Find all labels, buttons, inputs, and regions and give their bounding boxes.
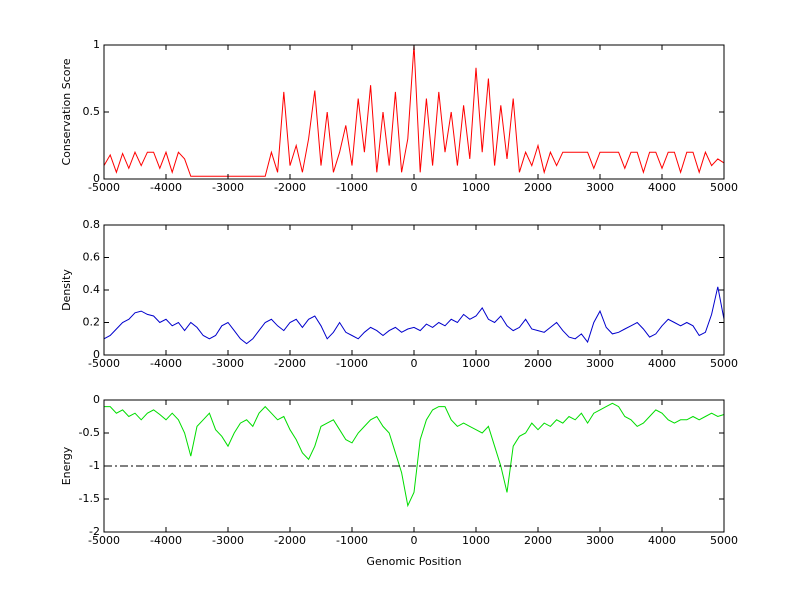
x-tick-label: 4000: [648, 534, 676, 547]
x-tick-label: 5000: [710, 534, 738, 547]
x-tick-label: 1000: [462, 357, 490, 370]
y-tick-label: 0.4: [83, 283, 101, 296]
x-tick-label: 4000: [648, 181, 676, 194]
x-tick-label: -4000: [150, 181, 182, 194]
x-tick-label: -5000: [88, 534, 120, 547]
plot-area: [104, 45, 724, 179]
x-tick-label: -3000: [212, 534, 244, 547]
y-tick-label: -1: [89, 459, 100, 472]
x-tick-label: 2000: [524, 357, 552, 370]
y-tick-label: -1.5: [79, 492, 100, 505]
x-tick-label: 0: [411, 181, 418, 194]
y-tick-label: 0.2: [83, 316, 101, 329]
plot-area: [104, 225, 724, 355]
x-tick-label: 1000: [462, 181, 490, 194]
y-tick-label: 1: [93, 38, 100, 51]
x-tick-label: -3000: [212, 181, 244, 194]
x-tick-label: -4000: [150, 357, 182, 370]
x-tick-label: -2000: [274, 357, 306, 370]
y-axis-label: Conservation Score: [60, 58, 73, 165]
data-line: [104, 402, 725, 508]
x-tick-label: 5000: [710, 181, 738, 194]
x-tick-label: 0: [411, 534, 418, 547]
y-tick-label: 0.6: [83, 251, 101, 264]
x-tick-label: 3000: [586, 357, 614, 370]
y-tick-label: 0: [93, 348, 100, 361]
x-tick-label: 3000: [586, 181, 614, 194]
y-tick-label: -2: [89, 525, 100, 538]
x-tick-label: -1000: [336, 534, 368, 547]
y-axis-label: Density: [60, 269, 73, 311]
x-axis-label: Genomic Position: [366, 555, 461, 568]
x-tick-label: 0: [411, 357, 418, 370]
x-tick-label: -3000: [212, 357, 244, 370]
x-tick-label: -2000: [274, 534, 306, 547]
y-tick-label: 0.5: [83, 105, 101, 118]
y-tick-label: 0: [93, 393, 100, 406]
x-tick-label: -1000: [336, 357, 368, 370]
x-tick-label: 2000: [524, 534, 552, 547]
data-line: [103, 286, 725, 345]
y-axis-label: Energy: [60, 446, 73, 485]
x-tick-label: 4000: [648, 357, 676, 370]
y-tick-label: 0.8: [83, 218, 101, 231]
y-tick-label: 0: [93, 172, 100, 185]
x-tick-label: -5000: [88, 181, 120, 194]
x-tick-label: -2000: [274, 181, 306, 194]
y-tick-label: -0.5: [79, 426, 100, 439]
x-tick-label: 5000: [710, 357, 738, 370]
x-tick-label: 1000: [462, 534, 490, 547]
x-tick-label: 3000: [586, 534, 614, 547]
x-tick-label: -4000: [150, 534, 182, 547]
x-tick-label: -5000: [88, 357, 120, 370]
x-tick-label: -1000: [336, 181, 368, 194]
x-tick-label: 2000: [524, 181, 552, 194]
